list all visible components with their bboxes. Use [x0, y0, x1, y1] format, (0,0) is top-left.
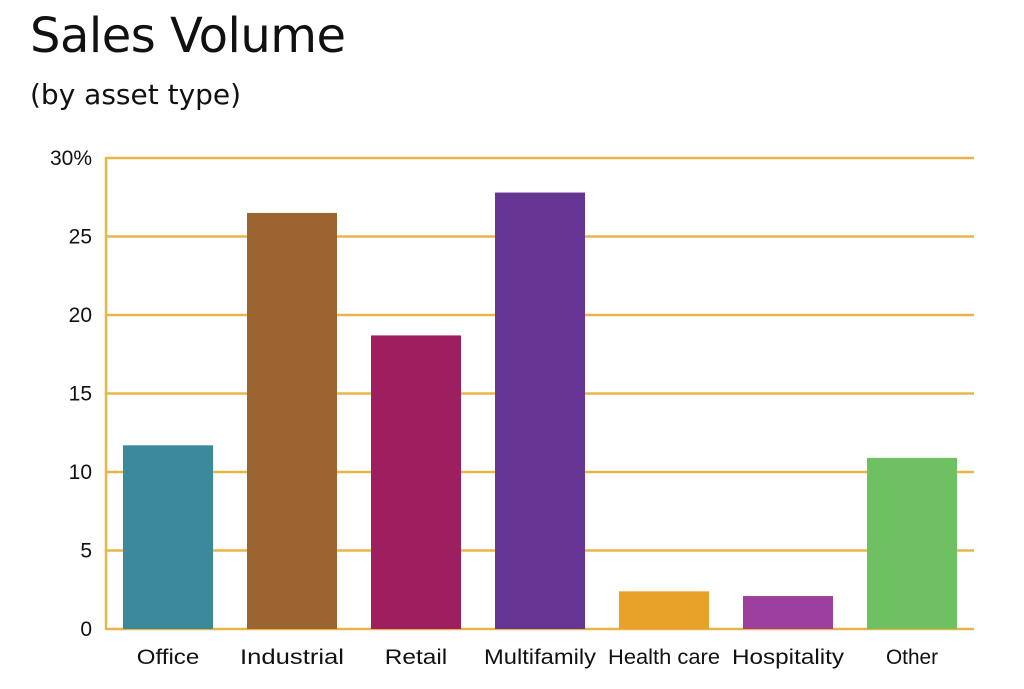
y-tick-label: 25 — [69, 226, 92, 249]
y-tick-label: 30% — [50, 147, 92, 170]
y-tick-label: 5 — [80, 540, 92, 563]
bar-office — [123, 445, 213, 629]
bar-hospitality — [743, 596, 833, 629]
bar-retail — [371, 335, 461, 629]
x-tick-label: Retail — [385, 646, 447, 669]
x-tick-label: Office — [137, 646, 199, 669]
x-tick-label: Health care — [608, 646, 720, 669]
y-tick-label: 0 — [80, 618, 92, 641]
y-tick-label: 20 — [69, 304, 92, 327]
y-axis-ticks: 0 5 10 15 20 25 30% — [50, 147, 92, 641]
y-tick-label: 15 — [69, 383, 92, 406]
x-tick-label: Industrial — [240, 646, 344, 669]
bar-multifamily — [495, 192, 585, 630]
chart-title: Sales Volume — [30, 8, 346, 64]
bar-other — [867, 457, 957, 629]
x-axis-labels: Office Industrial Retail Multifamily Health … — [137, 646, 938, 669]
x-tick-label: Other — [886, 646, 938, 669]
chart-subtitle: (by asset type) — [30, 78, 242, 111]
x-tick-label: Hospitality — [732, 646, 845, 669]
y-tick-label: 10 — [69, 461, 92, 484]
bars — [123, 192, 957, 630]
bar-industrial — [247, 212, 337, 629]
bar-health-care — [619, 591, 709, 629]
x-tick-label: Multifamily — [484, 646, 597, 669]
